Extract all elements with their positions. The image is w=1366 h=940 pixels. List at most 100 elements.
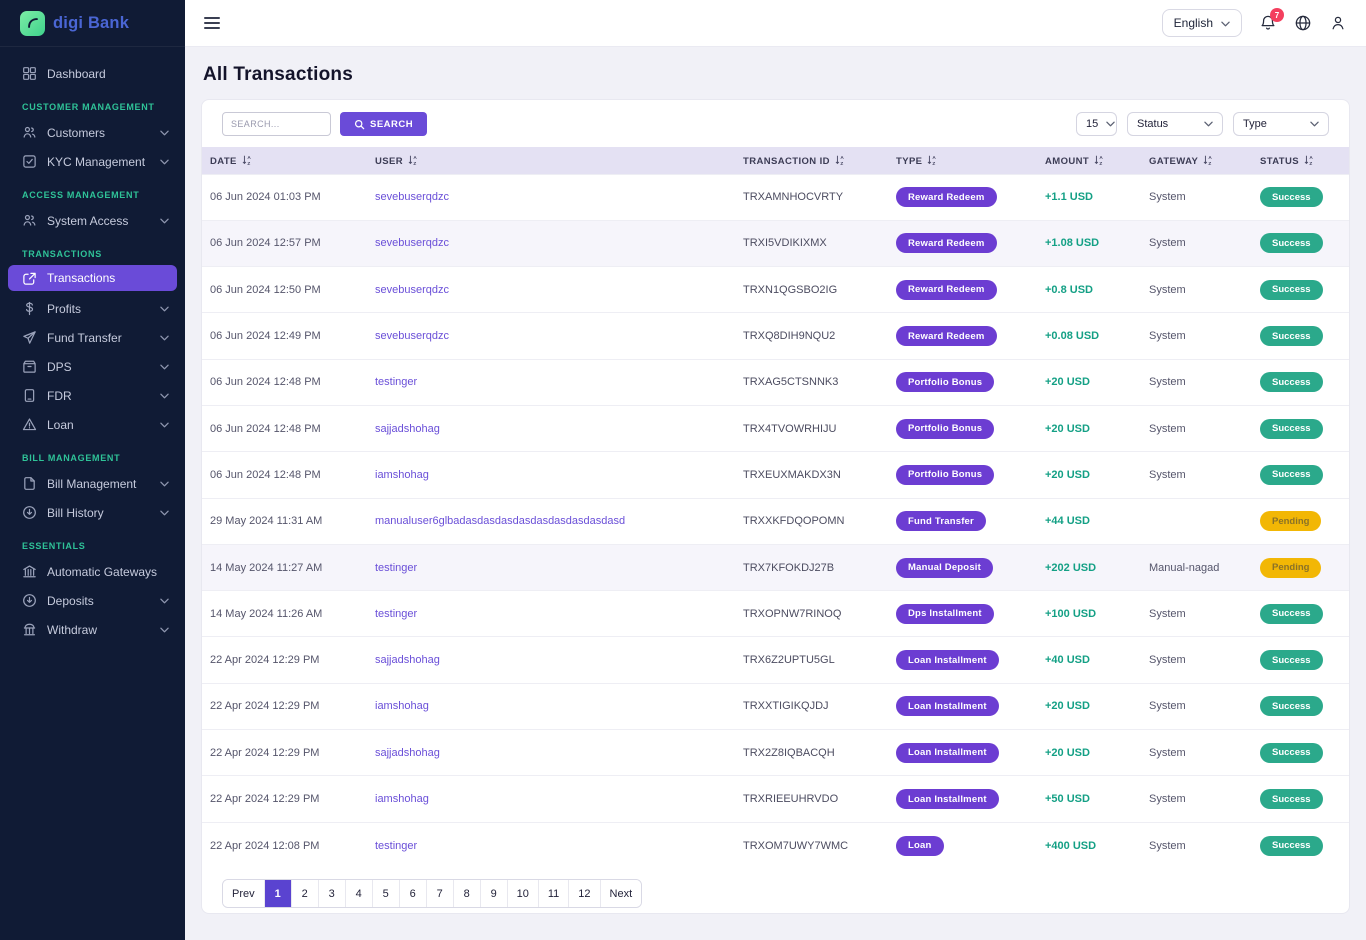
user-profile-icon[interactable] bbox=[1329, 14, 1347, 32]
table-row: 14 May 2024 11:26 AM testinger TRXOPNW7R… bbox=[202, 591, 1349, 637]
cell-user-link[interactable]: sajjadshohag bbox=[367, 637, 735, 683]
cell-amount: +100 USD bbox=[1037, 591, 1141, 637]
pagination-prev[interactable]: Prev bbox=[223, 880, 264, 907]
pagination-page-9[interactable]: 9 bbox=[480, 880, 507, 907]
cell-user-link[interactable]: testinger bbox=[367, 544, 735, 590]
cell-date: 06 Jun 2024 12:57 PM bbox=[202, 220, 367, 266]
pagination-page-2[interactable]: 2 bbox=[291, 880, 318, 907]
svg-text:Z: Z bbox=[1209, 161, 1212, 166]
sidebar-item-loan[interactable]: Loan bbox=[0, 410, 185, 439]
cell-gateway: System bbox=[1141, 591, 1252, 637]
column-header-date[interactable]: DATEAZ bbox=[202, 147, 367, 174]
sidebar-item-label: DPS bbox=[47, 360, 72, 374]
cell-user-link[interactable]: manualuser6glbadasdasdasdasdasdasdasdasd… bbox=[367, 498, 735, 544]
search-button[interactable]: SEARCH bbox=[340, 112, 427, 136]
brand-logo[interactable]: digi Bank bbox=[0, 0, 185, 47]
transactions-tbody: 06 Jun 2024 01:03 PM sevebuserqdzc TRXAM… bbox=[202, 174, 1349, 868]
column-header-transaction-id[interactable]: TRANSACTION IDAZ bbox=[735, 147, 888, 174]
page-content: All Transactions SEARCH 15 Statu bbox=[185, 47, 1366, 940]
cell-gateway bbox=[1141, 498, 1252, 544]
file-icon bbox=[22, 476, 37, 491]
pagination-page-11[interactable]: 11 bbox=[538, 880, 568, 907]
pagination-page-5[interactable]: 5 bbox=[372, 880, 399, 907]
column-header-type[interactable]: TYPEAZ bbox=[888, 147, 1037, 174]
pagination-next[interactable]: Next bbox=[600, 880, 642, 907]
chevron-down-icon bbox=[160, 306, 169, 312]
chevron-down-icon bbox=[160, 510, 169, 516]
column-header-amount[interactable]: AMOUNTAZ bbox=[1037, 147, 1141, 174]
status-badge: Success bbox=[1260, 650, 1323, 670]
sidebar-item-deposits[interactable]: Deposits bbox=[0, 586, 185, 615]
cell-user-link[interactable]: testinger bbox=[367, 591, 735, 637]
status-filter-select[interactable]: Status bbox=[1127, 112, 1223, 136]
cell-user-link[interactable]: sevebuserqdzc bbox=[367, 313, 735, 359]
cell-date: 06 Jun 2024 12:48 PM bbox=[202, 452, 367, 498]
cell-user-link[interactable]: iamshohag bbox=[367, 452, 735, 498]
sidebar-item-customers[interactable]: Customers bbox=[0, 118, 185, 147]
svg-text:A: A bbox=[933, 155, 937, 160]
pagination-page-4[interactable]: 4 bbox=[345, 880, 372, 907]
globe-icon[interactable] bbox=[1294, 14, 1312, 32]
type-badge: Dps Installment bbox=[896, 604, 994, 624]
cell-user-link[interactable]: sevebuserqdzc bbox=[367, 267, 735, 313]
sidebar-item-label: Bill History bbox=[47, 506, 104, 520]
type-badge: Manual Deposit bbox=[896, 558, 993, 578]
cell-gateway: System bbox=[1141, 267, 1252, 313]
sidebar-item-automatic-gateways[interactable]: Automatic Gateways bbox=[0, 557, 185, 586]
type-badge: Portfolio Bonus bbox=[896, 372, 994, 392]
cell-user-link[interactable]: iamshohag bbox=[367, 683, 735, 729]
pagination-page-7[interactable]: 7 bbox=[426, 880, 453, 907]
cell-user-link[interactable]: iamshohag bbox=[367, 776, 735, 822]
pagination-page-3[interactable]: 3 bbox=[318, 880, 345, 907]
hamburger-menu-icon[interactable] bbox=[204, 17, 220, 29]
cell-gateway: System bbox=[1141, 359, 1252, 405]
cell-user-link[interactable]: testinger bbox=[367, 822, 735, 868]
sidebar-item-bill-management[interactable]: Bill Management bbox=[0, 469, 185, 498]
sidebar-item-profits[interactable]: Profits bbox=[0, 294, 185, 323]
type-filter-select[interactable]: Type bbox=[1233, 112, 1329, 136]
pagination: Prev123456789101112Next bbox=[222, 879, 642, 908]
chevron-down-icon bbox=[160, 627, 169, 633]
sidebar-item-bill-history[interactable]: Bill History bbox=[0, 498, 185, 527]
sidebar-item-transactions[interactable]: Transactions bbox=[8, 265, 177, 291]
sidebar-item-fund-transfer[interactable]: Fund Transfer bbox=[0, 323, 185, 352]
cell-type: Loan Installment bbox=[888, 776, 1037, 822]
pagination-page-10[interactable]: 10 bbox=[507, 880, 538, 907]
status-badge: Success bbox=[1260, 836, 1323, 856]
column-header-gateway[interactable]: GATEWAYAZ bbox=[1141, 147, 1252, 174]
cell-status: Success bbox=[1252, 730, 1349, 776]
brand-logo-icon bbox=[20, 11, 45, 36]
pagination-page-12[interactable]: 12 bbox=[568, 880, 599, 907]
cell-user-link[interactable]: sajjadshohag bbox=[367, 730, 735, 776]
cell-transaction-id: TRXOM7UWY7WMC bbox=[735, 822, 888, 868]
cell-user-link[interactable]: testinger bbox=[367, 359, 735, 405]
section-customer-management: CUSTOMER MANAGEMENT bbox=[22, 102, 163, 112]
cell-transaction-id: TRXOPNW7RINOQ bbox=[735, 591, 888, 637]
status-badge: Pending bbox=[1260, 511, 1321, 531]
type-badge: Loan Installment bbox=[896, 696, 999, 716]
search-input[interactable] bbox=[222, 112, 331, 136]
sidebar-item-withdraw[interactable]: Withdraw bbox=[0, 615, 185, 644]
sidebar-item-dps[interactable]: DPS bbox=[0, 352, 185, 381]
cell-gateway: System bbox=[1141, 776, 1252, 822]
sidebar-item-label: Transactions bbox=[47, 271, 115, 285]
cell-user-link[interactable]: sevebuserqdzc bbox=[367, 220, 735, 266]
sidebar-item-system-access[interactable]: System Access bbox=[0, 206, 185, 235]
cell-transaction-id: TRX7KFOKDJ27B bbox=[735, 544, 888, 590]
notification-bell-icon[interactable]: 7 bbox=[1259, 14, 1277, 32]
sidebar-item-fdr[interactable]: FDR bbox=[0, 381, 185, 410]
pagination-page-6[interactable]: 6 bbox=[399, 880, 426, 907]
sidebar-item-dashboard[interactable]: Dashboard bbox=[0, 59, 185, 88]
column-header-user[interactable]: USERAZ bbox=[367, 147, 735, 174]
chevron-down-icon bbox=[160, 422, 169, 428]
pagination-page-8[interactable]: 8 bbox=[453, 880, 480, 907]
cell-user-link[interactable]: sajjadshohag bbox=[367, 405, 735, 451]
per-page-select[interactable]: 15 bbox=[1076, 112, 1117, 136]
table-row: 22 Apr 2024 12:29 PM sajjadshohag TRX6Z2… bbox=[202, 637, 1349, 683]
pagination-page-1[interactable]: 1 bbox=[264, 880, 291, 907]
language-dropdown[interactable]: English bbox=[1162, 9, 1242, 37]
status-badge: Success bbox=[1260, 280, 1323, 300]
sidebar-item-kyc-management[interactable]: KYC Management bbox=[0, 147, 185, 176]
cell-user-link[interactable]: sevebuserqdzc bbox=[367, 174, 735, 220]
column-header-status[interactable]: STATUSAZ bbox=[1252, 147, 1349, 174]
